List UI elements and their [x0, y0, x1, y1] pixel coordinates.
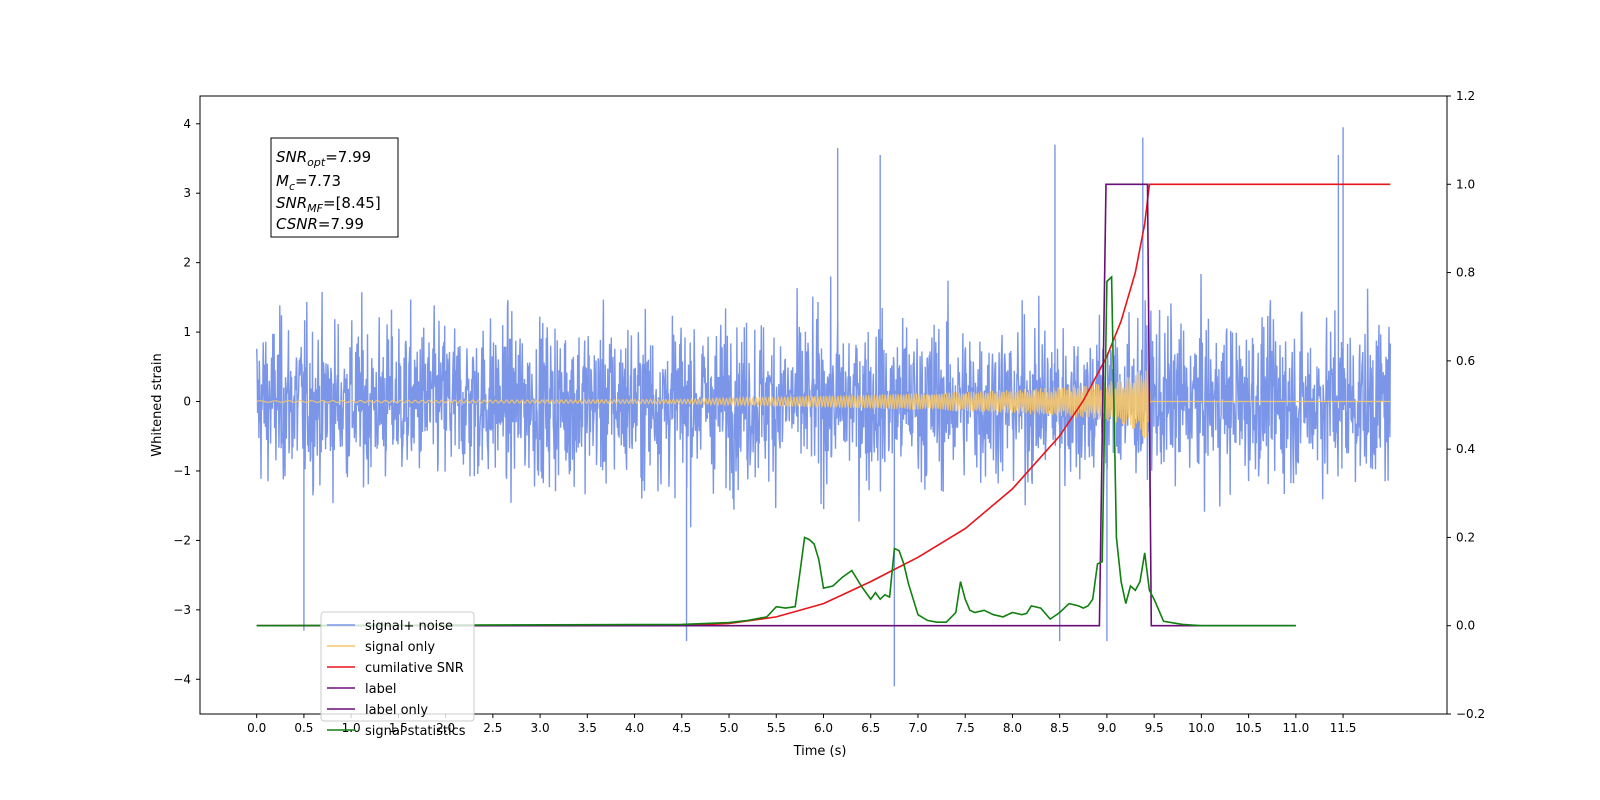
x-tick-label: 10.0: [1188, 721, 1215, 735]
x-tick-label: 3.0: [531, 721, 550, 735]
annotation-csnr-value: =7.99: [318, 215, 364, 233]
y-tick-label: 0: [183, 395, 191, 409]
x-tick-label: 6.5: [861, 721, 880, 735]
y2-tick-label: 0.0: [1456, 619, 1475, 633]
y-axis-label: Whitened strain: [150, 353, 165, 456]
y2-tick-label: 1.2: [1456, 89, 1475, 103]
annotation-mc-value: =7.73: [295, 172, 341, 190]
stats-annotation-box: SNRopt=7.99 Mc=7.73 SNRMF=[8.45] CSNR=7.…: [270, 137, 399, 238]
legend-frame: [320, 611, 475, 722]
legend-label-label-only: label only: [365, 703, 428, 718]
y2-tick-label: 0.2: [1456, 530, 1475, 544]
annotation-snr-mf-base: SNR: [276, 194, 307, 212]
y-tick-label: 4: [183, 117, 191, 131]
y2-tick-label: 0.8: [1456, 266, 1475, 280]
y-tick-label: −3: [173, 603, 191, 617]
y-tick-label: −4: [173, 672, 191, 686]
x-tick-label: 2.0: [436, 721, 455, 735]
legend-label-signal-noise: signal+ noise: [365, 619, 453, 634]
x-tick-label: 4.0: [625, 721, 644, 735]
legend-label-signal-statistics: signal statistics: [365, 724, 466, 739]
x-tick-label: 6.0: [814, 721, 833, 735]
annotation-snr-opt-base: SNR: [276, 148, 307, 166]
axes-layer: 0.0 0.5 1.0 1.5 2.0 2.5 3.0 3.5 4.0 4.5 5.0 5.5 6.0 6…: [173, 89, 1485, 735]
series-cumilative-snr-line: [256, 183, 1391, 627]
series-label-line: [256, 183, 1296, 627]
x-tick-label: 1.0: [342, 721, 361, 735]
x-tick-label: 9.0: [1097, 721, 1116, 735]
annotation-snr-mf: SNRMF=[8.45]: [276, 194, 381, 215]
x-tick-label: 7.0: [908, 721, 927, 735]
x-tick-label: 9.5: [1145, 721, 1164, 735]
annotation-snr-opt-value: =7.99: [325, 148, 371, 166]
y-tick-label: −1: [173, 464, 191, 478]
annotation-mc: Mc=7.73: [276, 172, 341, 193]
x-tick-label: 7.5: [956, 721, 975, 735]
annotation-mc-sub: c: [289, 180, 295, 193]
x-axis-label: Time (s): [793, 744, 847, 759]
y2-tick-label: −0.2: [1456, 707, 1485, 721]
annotation-csnr-base: CSNR: [276, 215, 318, 233]
annotation-csnr: CSNR=7.99: [276, 215, 364, 233]
y2-tick-label: 0.6: [1456, 354, 1475, 368]
legend-label-signal-only: signal only: [365, 640, 435, 655]
x-tick-label: 11.0: [1282, 721, 1309, 735]
x-tick-label: 4.5: [672, 721, 691, 735]
y-tick-label: −2: [173, 533, 191, 547]
annotation-frame: [270, 137, 399, 238]
x-tick-label: 11.5: [1330, 721, 1357, 735]
x-tick-label: 8.0: [1003, 721, 1022, 735]
x-tick-label: 0.5: [294, 721, 313, 735]
x-tick-label: 1.5: [389, 721, 408, 735]
annotation-snr-mf-sub: MF: [307, 202, 323, 215]
annotation-snr-opt-sub: opt: [307, 156, 326, 169]
legend-label-cumilative-snr: cumilative SNR: [365, 661, 464, 676]
x-tick-label: 5.5: [767, 721, 786, 735]
annotation-snr-opt: SNRopt=7.99: [276, 148, 371, 169]
y2-tick-label: 0.4: [1456, 442, 1475, 456]
annotation-snr-mf-value: =[8.45]: [323, 194, 381, 212]
y-tick-label: 3: [183, 186, 191, 200]
series-signal-statistics-line: [256, 275, 1296, 627]
series-signal-noise-line: [256, 273, 1391, 528]
x-tick-label: 10.5: [1235, 721, 1262, 735]
y-tick-label: 2: [183, 256, 191, 270]
legend-label-label: label: [365, 682, 396, 697]
series-layer: [256, 127, 1391, 687]
x-tick-label: 0.0: [247, 721, 266, 735]
y-tick-label: 1: [183, 325, 191, 339]
y2-tick-label: 1.0: [1456, 177, 1475, 191]
annotation-mc-base: M: [276, 172, 289, 190]
legend: signal+ noise signal only cumilative SNR la…: [320, 611, 475, 739]
series-signal-only-line: [256, 364, 1391, 439]
x-tick-label: 2.5: [483, 721, 502, 735]
x-tick-label: 3.5: [578, 721, 597, 735]
x-tick-label: 5.0: [719, 721, 738, 735]
x-tick-label: 8.5: [1050, 721, 1069, 735]
